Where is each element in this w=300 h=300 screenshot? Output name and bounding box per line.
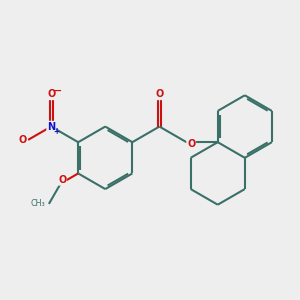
Text: +: +	[53, 127, 60, 136]
Text: −: −	[53, 86, 63, 96]
Text: CH₃: CH₃	[30, 200, 45, 208]
Text: O: O	[187, 139, 195, 149]
Text: O: O	[58, 175, 66, 185]
Text: N: N	[47, 122, 55, 132]
Text: O: O	[18, 135, 27, 145]
Text: O: O	[155, 89, 164, 99]
Text: O: O	[47, 89, 55, 99]
